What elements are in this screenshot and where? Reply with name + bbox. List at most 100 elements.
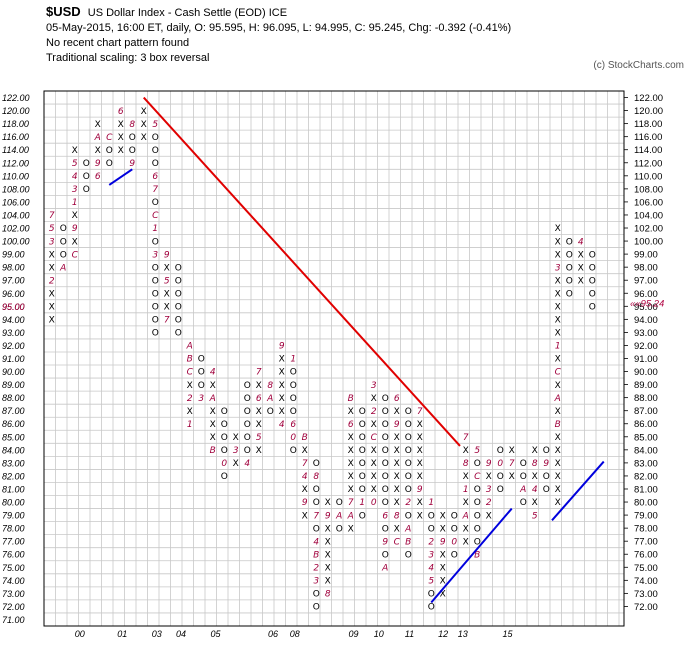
x-box: X	[325, 537, 331, 547]
x-box: X	[555, 407, 561, 417]
o-box: O	[382, 472, 389, 482]
month-mark: 7	[49, 211, 55, 221]
month-mark: 9	[543, 459, 549, 469]
month-mark: C	[106, 133, 113, 143]
x-box: X	[555, 224, 561, 234]
o-box: O	[244, 394, 251, 404]
month-mark: 0	[497, 459, 503, 469]
month-mark: A	[554, 394, 561, 404]
o-box: O	[313, 485, 320, 495]
bearish-resistance-trendline	[143, 96, 461, 447]
month-mark: 9	[486, 459, 492, 469]
y-tick-label-right: 72.00	[634, 602, 658, 613]
x-box: X	[141, 107, 147, 117]
x-year-label: 10	[374, 629, 384, 639]
o-box: O	[359, 433, 366, 443]
o-box: O	[152, 263, 159, 273]
x-box: X	[256, 446, 262, 456]
month-mark: 1	[555, 342, 561, 352]
o-box: O	[520, 472, 527, 482]
o-box: O	[382, 459, 389, 469]
o-box: O	[359, 446, 366, 456]
bullish-support-3-trendline	[551, 460, 605, 521]
y-tick-label-left: 91.00	[2, 354, 25, 364]
o-box: O	[60, 250, 67, 260]
x-box: X	[555, 446, 561, 456]
y-tick-label-left: 93.00	[2, 328, 25, 338]
x-box: X	[555, 237, 561, 247]
o-box: O	[152, 276, 159, 286]
month-mark: C	[187, 368, 194, 378]
x-box: X	[440, 563, 446, 573]
y-tick-label-left: 110.00	[2, 171, 29, 181]
x-box: X	[509, 446, 515, 456]
o-box: O	[290, 394, 297, 404]
x-box: X	[325, 524, 331, 534]
o-box: O	[290, 368, 297, 378]
month-mark: 3	[486, 485, 492, 495]
y-tick-label-left: 81.00	[2, 484, 25, 494]
month-mark: 5	[256, 433, 262, 443]
y-tick-label-right: 83.00	[634, 458, 658, 469]
x-box: X	[72, 211, 78, 221]
o-box: O	[428, 590, 435, 600]
month-mark: B	[348, 394, 354, 404]
x-box: X	[348, 459, 354, 469]
o-box: O	[405, 433, 412, 443]
o-box: O	[405, 459, 412, 469]
y-tick-label-left: 102.00	[2, 224, 30, 234]
month-mark: 2	[405, 498, 411, 508]
y-tick-label-right: 82.00	[634, 471, 658, 482]
x-box: X	[325, 577, 331, 587]
o-box: O	[221, 433, 228, 443]
month-mark: A	[94, 133, 101, 143]
bullish-support-2-trendline	[430, 507, 513, 604]
x-box: X	[348, 433, 354, 443]
x-box: X	[348, 485, 354, 495]
month-mark: 1	[152, 224, 158, 234]
x-box: X	[371, 420, 377, 430]
y-tick-label-right: 74.00	[634, 576, 658, 587]
y-tick-label-left: 100.00	[2, 237, 30, 247]
x-box: X	[463, 537, 469, 547]
o-box: O	[313, 603, 320, 613]
month-mark: 9	[72, 224, 78, 234]
y-tick-label-right: 102.00	[634, 224, 663, 235]
x-box: X	[141, 133, 147, 143]
month-mark: 6	[118, 107, 124, 117]
y-tick-label-left: 78.00	[2, 524, 25, 534]
x-box: X	[555, 355, 561, 365]
o-box: O	[152, 303, 159, 313]
y-tick-label-left: 104.00	[2, 210, 30, 220]
y-tick-label-right: 80.00	[634, 498, 658, 509]
y-tick-label-right: 77.00	[634, 537, 658, 548]
o-box: O	[359, 407, 366, 417]
y-tick-label-right: 118.00	[634, 119, 662, 130]
x-box: X	[348, 524, 354, 534]
x-box: X	[394, 407, 400, 417]
month-mark: A	[209, 394, 216, 404]
o-box: O	[336, 524, 343, 534]
x-box: X	[118, 120, 124, 130]
o-box: O	[152, 237, 159, 247]
o-box: O	[313, 459, 320, 469]
o-box: O	[152, 198, 159, 208]
x-box: X	[279, 381, 285, 391]
o-box: O	[543, 446, 550, 456]
o-box: O	[497, 485, 504, 495]
y-tick-label-right: 96.00	[634, 289, 658, 300]
month-mark: B	[313, 550, 319, 560]
x-box: X	[555, 316, 561, 326]
y-tick-label-right: 73.00	[634, 589, 658, 600]
o-box: O	[198, 355, 205, 365]
o-box: O	[129, 133, 136, 143]
y-tick-label-left: 86.00	[2, 419, 25, 429]
x-box: X	[417, 459, 423, 469]
month-mark: 3	[72, 185, 78, 195]
y-tick-label-right: 86.00	[634, 419, 658, 430]
o-box: O	[428, 603, 435, 613]
month-mark: A	[335, 511, 342, 521]
o-box: O	[382, 407, 389, 417]
o-box: O	[83, 159, 90, 169]
y-tick-label-right: 99.00	[634, 250, 658, 261]
